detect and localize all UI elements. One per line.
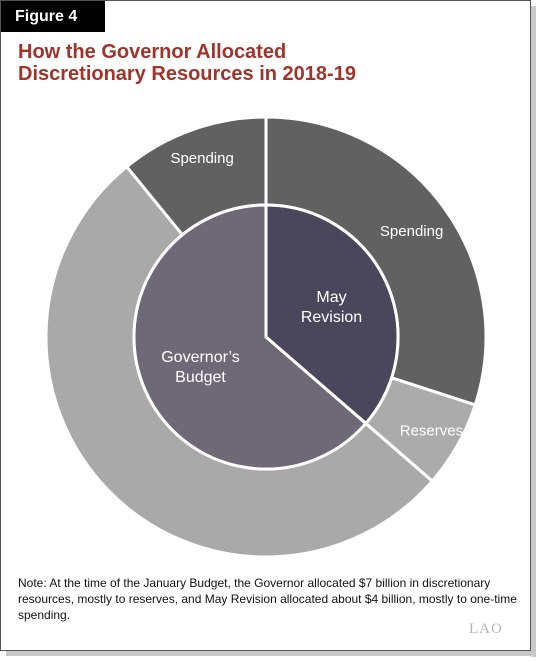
chart-title-line-2: Discretionary Resources in 2018-19 — [18, 63, 356, 85]
outer-slice-label-1: Spending — [380, 223, 443, 240]
inner-slice-2 — [132, 203, 368, 471]
chart-note: Note: At the time of the January Budget,… — [18, 576, 517, 622]
frame-shadow-bottom — [6, 651, 536, 656]
figure-label: Figure 4 — [1, 1, 105, 32]
inner-slice-label-1: May Revision — [301, 289, 362, 326]
chart-title-line-1: How the Governor Allocated — [18, 41, 287, 63]
outer-slice-label-4: Spending — [170, 150, 233, 167]
frame-shadow-right — [531, 6, 536, 657]
figure-frame: Figure 4 How the Governor Allocated Disc… — [0, 0, 531, 651]
inner-slice-1 — [264, 203, 400, 426]
inner-slice-label-2: Governor’s Budget — [161, 349, 240, 386]
lao-logo: LAO — [469, 621, 503, 637]
donut-chart: Spending Reserves Spending May Revision Gover… — [44, 115, 488, 559]
outer-slice-label-2: Reserves — [400, 422, 463, 439]
chart-title: How the Governor Allocated Discretionary… — [18, 41, 498, 85]
